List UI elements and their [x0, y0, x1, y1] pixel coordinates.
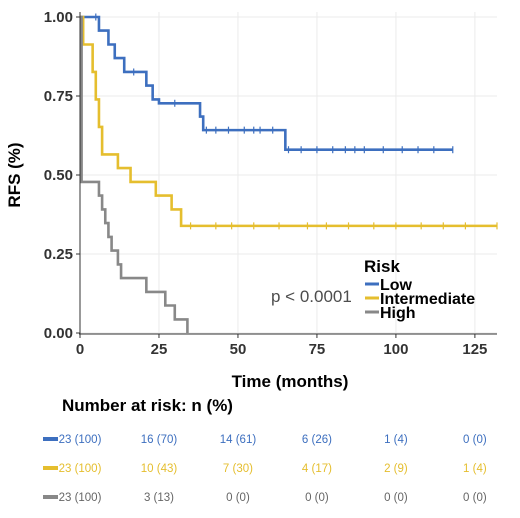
- risk-cell-high-3: 0 (0): [305, 492, 329, 504]
- risk-key-intermediate: [43, 466, 58, 470]
- y-tick-label-0: 0.00: [44, 325, 73, 342]
- legend-label-high: High: [380, 305, 416, 322]
- censor-marks: [95, 13, 498, 230]
- risk-cell-intermediate-2: 7 (30): [223, 463, 253, 475]
- risk-cell-intermediate-5: 1 (4): [463, 463, 487, 475]
- risk-cell-low-5: 0 (0): [463, 434, 487, 446]
- risk-cell-high-1: 3 (13): [144, 492, 174, 504]
- risk-table-title: Number at risk: n (%): [62, 396, 233, 415]
- grid-lines: [79, 12, 497, 335]
- risk-table: 23 (100) 16 (70) 14 (61) 6 (26) 1 (4) 0 (0) 23…: [43, 434, 487, 504]
- curve-intermediate: [80, 15, 497, 228]
- y-tick-label-1: 0.25: [44, 246, 73, 263]
- x-tick-labels: 0 25 50 75 100 125: [76, 341, 488, 358]
- survival-curves: [80, 15, 497, 333]
- curve-low: [80, 15, 453, 152]
- x-axis-title: Time (months): [232, 372, 349, 391]
- y-axis-title: RFS (%): [5, 142, 24, 207]
- y-tick-label-2: 0.50: [44, 167, 73, 184]
- risk-key-low: [43, 437, 58, 441]
- legend-title: Risk: [364, 257, 400, 276]
- p-value-annotation: p < 0.0001: [271, 287, 352, 306]
- risk-cell-low-4: 1 (4): [384, 434, 408, 446]
- x-tick-label-4: 100: [383, 341, 408, 358]
- risk-cell-low-0: 23 (100): [59, 434, 102, 446]
- curve-high: [80, 15, 189, 333]
- risk-cell-low-2: 14 (61): [220, 434, 257, 446]
- risk-cell-high-4: 0 (0): [384, 492, 408, 504]
- risk-cell-high-0: 23 (100): [59, 492, 102, 504]
- risk-cell-intermediate-0: 23 (100): [59, 463, 102, 475]
- risk-cell-intermediate-3: 4 (17): [302, 463, 332, 475]
- risk-cell-high-5: 0 (0): [463, 492, 487, 504]
- risk-cell-low-1: 16 (70): [141, 434, 178, 446]
- risk-cell-low-3: 6 (26): [302, 434, 332, 446]
- risk-cell-high-2: 0 (0): [226, 492, 250, 504]
- y-tick-labels: 0.00 0.25 0.50 0.75 1.00: [44, 9, 73, 342]
- legend-label-intermediate: Intermediate: [380, 291, 475, 308]
- x-tick-label-2: 50: [230, 341, 247, 358]
- x-tick-label-5: 125: [462, 341, 487, 358]
- x-tick-label-0: 0: [76, 341, 84, 358]
- x-tick-label-1: 25: [151, 341, 168, 358]
- y-tick-label-4: 1.00: [44, 9, 73, 26]
- risk-key-high: [43, 495, 58, 499]
- risk-cell-intermediate-4: 2 (9): [384, 463, 408, 475]
- y-tick-label-3: 0.75: [44, 88, 73, 105]
- x-tick-label-3: 75: [309, 341, 326, 358]
- risk-cell-intermediate-1: 10 (43): [141, 463, 178, 475]
- legend-label-low: Low: [380, 277, 413, 294]
- axes: [76, 12, 497, 338]
